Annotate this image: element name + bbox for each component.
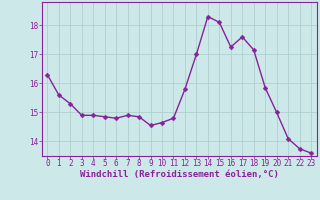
X-axis label: Windchill (Refroidissement éolien,°C): Windchill (Refroidissement éolien,°C): [80, 170, 279, 179]
